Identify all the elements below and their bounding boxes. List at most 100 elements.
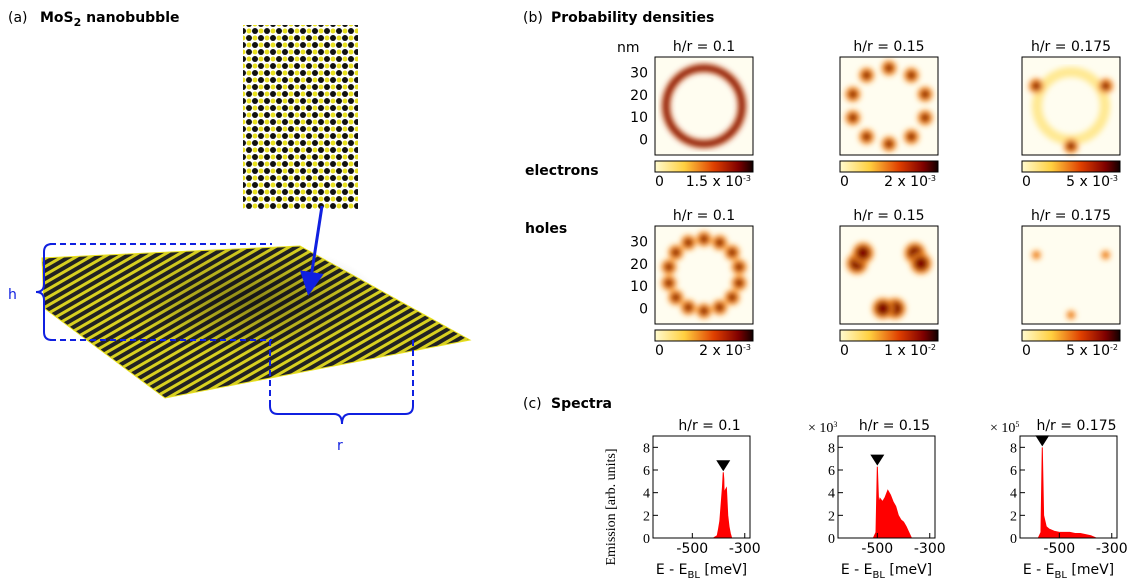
bubble [120, 245, 380, 355]
spot [714, 237, 726, 249]
colorbar-label: 0 [1022, 174, 1031, 190]
spot [847, 112, 859, 124]
lattice-inset [243, 25, 358, 210]
spot [854, 244, 872, 262]
colorbar-label: 0 [1022, 343, 1031, 359]
y-tick-label: 0 [1010, 532, 1017, 547]
spot [861, 69, 873, 81]
y-tick-label: 0 [643, 532, 650, 547]
map-title: h/r = 0.15 [853, 39, 924, 55]
x-tick-label: -300 [1096, 541, 1128, 557]
colorbar-label: 1.5 x 10-3 [686, 174, 751, 190]
plot-frame [653, 436, 750, 538]
colorbar [840, 330, 938, 341]
y-axis-label: Emission [arb. units] [604, 448, 619, 565]
y-tick-label: 8 [828, 441, 835, 456]
colorbar-label: 2 x 10-3 [699, 343, 751, 359]
superscript: -3 [743, 174, 751, 183]
spot [1100, 80, 1112, 92]
figure: (a) MoS2 nanobubble h r (b) Probability … [0, 0, 1146, 581]
y-tick-label: 4 [643, 487, 650, 502]
y-tick-label: 0 [639, 301, 648, 317]
colorbar-label: 0 [840, 174, 849, 190]
y-tick-label: 8 [643, 441, 650, 456]
chart-title: h/r = 0.175 [1036, 418, 1116, 434]
spot [847, 88, 859, 100]
x-axis-label: E - EBL [meV] [656, 562, 747, 581]
superscript: -3 [928, 174, 936, 183]
panel-title: Spectra [551, 396, 612, 412]
colorbar-label: 1 x 10-2 [884, 343, 936, 359]
text-part: 1 x 10 [884, 343, 928, 359]
text-part: E - E [656, 562, 688, 578]
spot [861, 131, 873, 143]
multiplier: × 105 [990, 420, 1019, 436]
subscript: BL [688, 570, 701, 581]
text-part: 2 x 10 [884, 174, 928, 190]
spot [1030, 80, 1042, 92]
text-part: [meV] [885, 562, 932, 578]
spot [726, 291, 738, 303]
y-tick-label: 20 [630, 257, 648, 273]
spectrum [838, 467, 935, 538]
spot [912, 255, 930, 273]
panel-label: (b) [523, 10, 543, 26]
text-part: 2 x 10 [699, 343, 743, 359]
y-tick-label: 4 [828, 487, 835, 502]
y-tick-label: 8 [1010, 441, 1017, 456]
h-label: h [8, 287, 17, 303]
y-tick-label: 10 [630, 279, 648, 295]
superscript: -2 [928, 343, 936, 352]
spot [1033, 252, 1039, 258]
colorbar-label: 2 x 10-3 [884, 174, 936, 190]
y-tick-label: 0 [828, 532, 835, 547]
spot [883, 138, 895, 150]
peak-marker [1035, 435, 1049, 446]
spot [682, 237, 694, 249]
superscript: -3 [1110, 174, 1118, 183]
y-tick-label: 20 [630, 88, 648, 104]
spot [670, 247, 682, 259]
spot [1103, 252, 1109, 258]
y-tick-label: 10 [630, 110, 648, 126]
y-tick-label: 4 [1010, 487, 1017, 502]
y-tick-label: 6 [643, 464, 650, 479]
row-label: holes [525, 221, 567, 237]
colorbar-label: 0 [840, 343, 849, 359]
map-title: h/r = 0.1 [673, 208, 735, 224]
chart-title: h/r = 0.1 [678, 418, 740, 434]
row-label: electrons [525, 163, 599, 179]
spot [905, 69, 917, 81]
colorbar [1022, 161, 1120, 172]
y-tick-label: 2 [643, 509, 650, 524]
colorbar [655, 330, 753, 341]
x-tick-label: -500 [676, 541, 708, 557]
y-tick-label: 0 [639, 132, 648, 148]
plot-frame [1020, 436, 1117, 538]
peak-marker [716, 460, 730, 471]
y-tick-label: 6 [828, 464, 835, 479]
map-title: h/r = 0.175 [1031, 39, 1111, 55]
spectrum [653, 472, 750, 538]
text-part: 1.5 x 10 [686, 174, 743, 190]
spot [905, 131, 917, 143]
colorbar [655, 161, 753, 172]
spot [698, 305, 710, 317]
unit-label: nm [617, 40, 640, 56]
panel-label: (c) [523, 396, 542, 412]
map-bg [1022, 226, 1120, 324]
spot [733, 277, 745, 289]
spot [682, 301, 694, 313]
map-title: h/r = 0.1 [673, 39, 735, 55]
panel-title: MoS2 nanobubble [40, 10, 180, 29]
superscript: 3 [833, 420, 837, 429]
spot [663, 277, 675, 289]
colorbar-label: 0 [655, 343, 664, 359]
text-part: × 10 [808, 421, 833, 436]
r-label: r [337, 438, 343, 454]
colorbar [1022, 330, 1120, 341]
subscript: BL [873, 570, 886, 581]
y-tick-label: 2 [1010, 509, 1017, 524]
text-part: [meV] [1067, 562, 1114, 578]
x-tick-label: -300 [914, 541, 946, 557]
